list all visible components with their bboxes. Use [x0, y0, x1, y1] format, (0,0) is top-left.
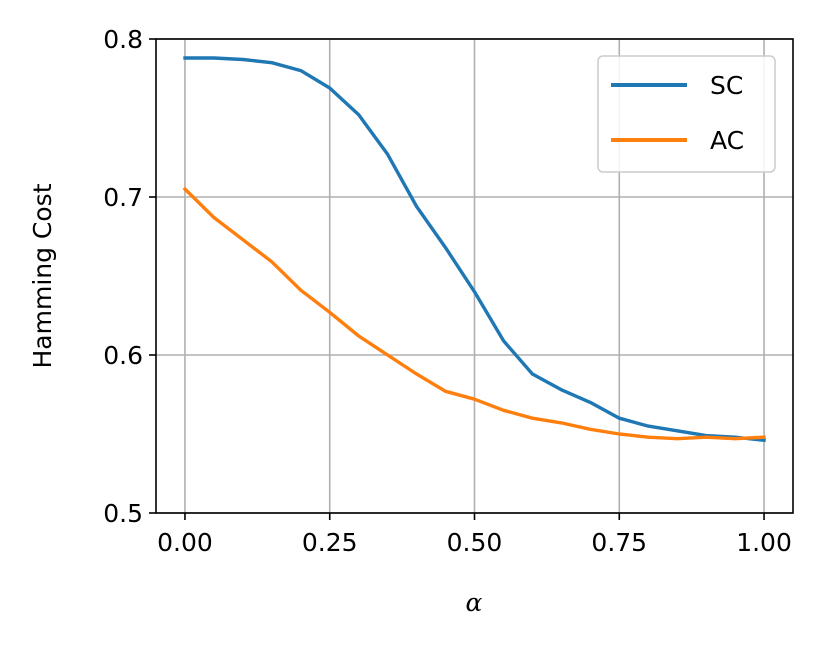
x-tick-label: 0.00	[157, 528, 213, 557]
y-tick-label: 0.5	[103, 499, 143, 528]
legend-label-ac: AC	[710, 126, 744, 155]
legend: SC AC	[597, 55, 776, 173]
x-axis-label: α	[466, 588, 483, 617]
x-tick-label: 0.75	[591, 528, 647, 557]
y-tick-label: 0.8	[103, 25, 143, 54]
legend-box	[597, 55, 776, 173]
y-tick-label: 0.6	[103, 341, 143, 370]
y-tick-label: 0.7	[103, 183, 143, 212]
y-axis-label: Hamming Cost	[28, 183, 57, 368]
x-tick-label: 1.00	[736, 528, 792, 557]
series-line-ac	[182, 186, 766, 441]
x-tick-label: 0.25	[302, 528, 358, 557]
x-tick-label: 0.50	[447, 528, 503, 557]
series-layer	[182, 56, 766, 443]
series-line-sc	[183, 56, 766, 443]
tick-marks	[149, 38, 765, 520]
legend-label-sc: SC	[710, 71, 743, 100]
tick-labels: 0.00 0.25 0.50 0.75 1.00 0.5 0.6 0.7 0.8	[103, 25, 792, 557]
